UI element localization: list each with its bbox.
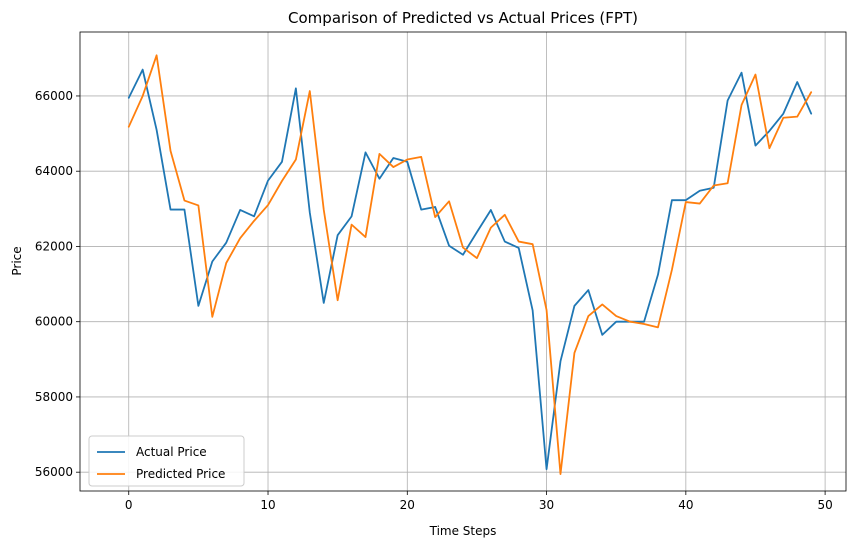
legend-box	[88, 435, 245, 487]
y-axis-ticks: 56000 58000 60000 62000 64000 66000	[35, 89, 80, 479]
x-tick-label: 50	[817, 498, 832, 512]
series-line-predicted	[127, 54, 813, 475]
legend-label-predicted: Predicted Price	[136, 467, 225, 481]
series-lines	[127, 54, 813, 475]
x-tick-label: 10	[260, 498, 275, 512]
y-tick-label: 64000	[35, 164, 73, 178]
y-tick-label: 60000	[35, 315, 73, 329]
legend: Actual Price Predicted Price	[88, 435, 245, 487]
y-tick-label: 62000	[35, 239, 73, 253]
x-tick-label: 30	[539, 498, 554, 512]
x-axis-label: Time Steps	[429, 524, 497, 538]
x-tick-label: 0	[125, 498, 133, 512]
y-tick-label: 56000	[35, 465, 73, 479]
y-tick-label: 66000	[35, 89, 73, 103]
chart-title: Comparison of Predicted vs Actual Prices…	[288, 9, 638, 27]
series-line-actual	[127, 68, 813, 471]
legend-label-actual: Actual Price	[136, 445, 207, 459]
plot-frame	[79, 31, 847, 492]
x-tick-label: 40	[678, 498, 693, 512]
x-axis-ticks: 0 10 20 30 40 50	[125, 491, 833, 512]
y-tick-label: 58000	[35, 390, 73, 404]
plot-area	[80, 32, 846, 491]
x-tick-label: 20	[400, 498, 415, 512]
y-axis-label: Price	[10, 246, 24, 275]
